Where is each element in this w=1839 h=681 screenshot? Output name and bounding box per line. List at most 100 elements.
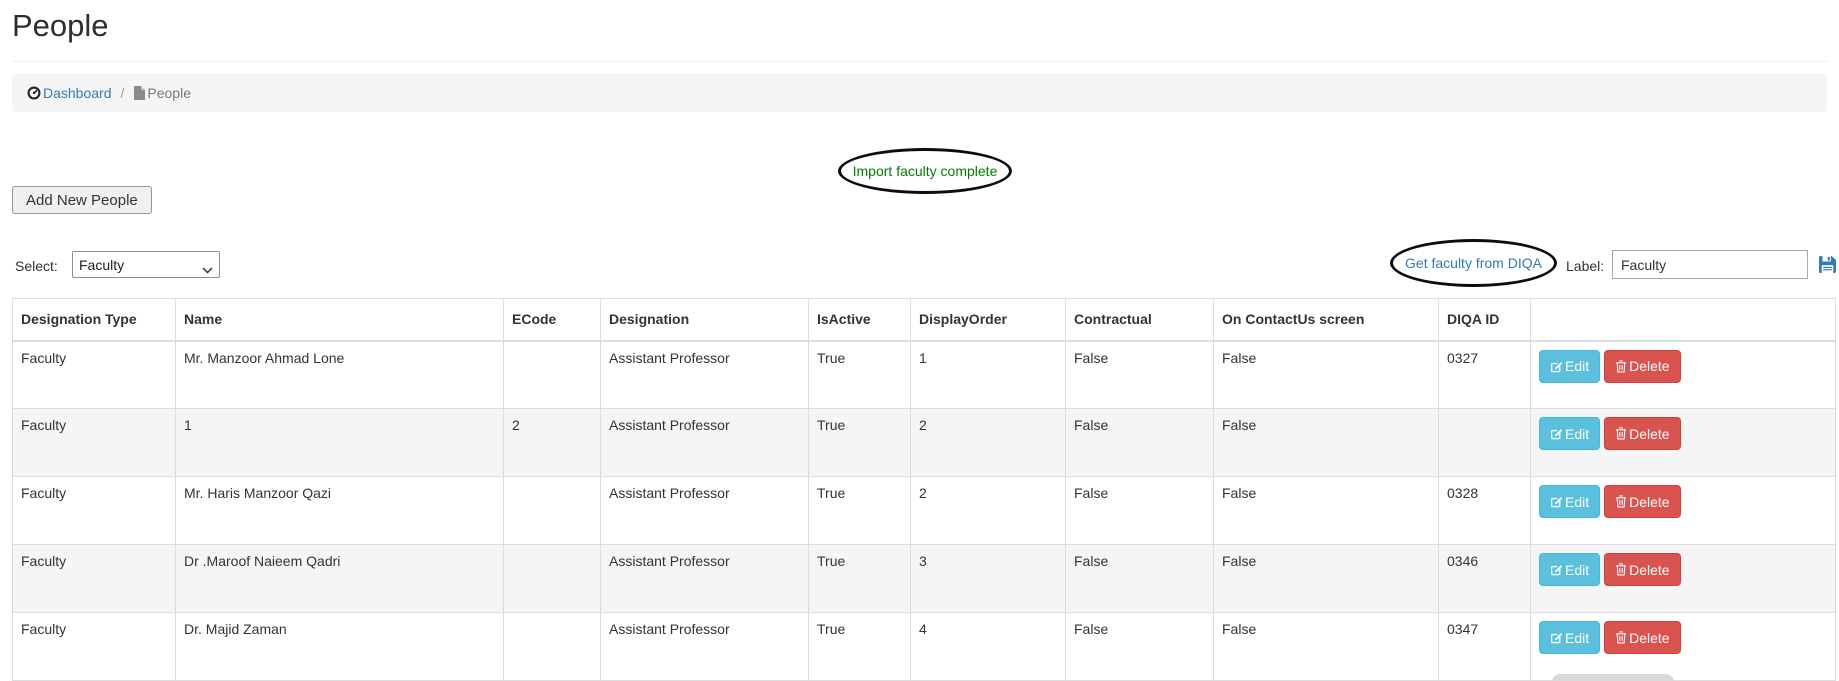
cell-isactive: True bbox=[808, 612, 911, 681]
delete-button[interactable]: Delete bbox=[1604, 485, 1681, 518]
floppy-disk-icon bbox=[1818, 256, 1836, 276]
delete-button[interactable]: Delete bbox=[1604, 349, 1681, 383]
cell-designation-type: Faculty bbox=[12, 476, 176, 545]
cell-actions: Edit Delete bbox=[1530, 476, 1836, 545]
table-row: Faculty Dr .Maroof Naieem Qadri Assistan… bbox=[12, 544, 1836, 613]
cell-ecode bbox=[503, 612, 601, 681]
get-faculty-from-diqa-link[interactable]: Get faculty from DIQA bbox=[1405, 255, 1542, 271]
table-row: Faculty Dr. Majid Zaman Assistant Profes… bbox=[12, 612, 1836, 681]
cell-designation: Assistant Professor bbox=[600, 340, 809, 409]
cell-ecode bbox=[503, 476, 601, 545]
table-row: Faculty Mr. Manzoor Ahmad Lone Assistant… bbox=[12, 340, 1836, 409]
cell-isactive: True bbox=[808, 408, 911, 477]
cell-ecode bbox=[503, 340, 601, 409]
cell-contractual: False bbox=[1065, 544, 1214, 613]
cell-isactive: True bbox=[808, 476, 911, 545]
trash-icon bbox=[1615, 427, 1627, 440]
delete-button-label: Delete bbox=[1629, 629, 1670, 646]
cell-name: 1 bbox=[175, 408, 504, 477]
partial-overlay-element bbox=[1552, 674, 1674, 681]
breadcrumb: Dashboard / People bbox=[12, 74, 1827, 112]
dashboard-gauge-icon bbox=[27, 86, 41, 100]
pencil-square-icon bbox=[1550, 631, 1563, 644]
edit-button[interactable]: Edit bbox=[1539, 349, 1601, 383]
delete-button-label: Delete bbox=[1629, 425, 1670, 442]
delete-button-label: Delete bbox=[1629, 493, 1670, 510]
select-caption: Select: bbox=[15, 258, 58, 274]
cell-actions: Edit Delete bbox=[1530, 544, 1836, 613]
table-header-row: Designation Type Name ECode Designation … bbox=[12, 298, 1836, 342]
cell-designation-type: Faculty bbox=[12, 544, 176, 613]
people-table: Designation Type Name ECode Designation … bbox=[12, 298, 1836, 681]
save-label-button[interactable] bbox=[1818, 256, 1836, 274]
cell-oncontactus: False bbox=[1213, 408, 1439, 477]
trash-icon bbox=[1615, 495, 1627, 508]
delete-button[interactable]: Delete bbox=[1604, 621, 1681, 654]
edit-button[interactable]: Edit bbox=[1539, 621, 1601, 654]
pencil-square-icon bbox=[1550, 563, 1563, 576]
cell-designation-type: Faculty bbox=[12, 340, 176, 409]
annotation-ellipse-diqa-link: Get faculty from DIQA bbox=[1390, 239, 1557, 287]
cell-displayorder: 2 bbox=[910, 476, 1066, 545]
cell-actions: Edit Delete bbox=[1530, 408, 1836, 477]
cell-actions: Edit Delete bbox=[1530, 612, 1836, 681]
trash-icon bbox=[1615, 563, 1627, 576]
pencil-square-icon bbox=[1550, 360, 1563, 373]
delete-button-label: Delete bbox=[1629, 358, 1670, 374]
pencil-square-icon bbox=[1550, 427, 1563, 440]
delete-button[interactable]: Delete bbox=[1604, 417, 1681, 450]
file-icon bbox=[133, 86, 146, 100]
cell-ecode: 2 bbox=[503, 408, 601, 477]
col-header-designation-type: Designation Type bbox=[12, 298, 176, 342]
cell-contractual: False bbox=[1065, 476, 1214, 545]
cell-designation: Assistant Professor bbox=[600, 612, 809, 681]
edit-button[interactable]: Edit bbox=[1539, 485, 1601, 518]
col-header-contractual: Contractual bbox=[1065, 298, 1214, 342]
cell-contractual: False bbox=[1065, 340, 1214, 409]
table-row: Faculty Mr. Haris Manzoor Qazi Assistant… bbox=[12, 476, 1836, 545]
cell-designation: Assistant Professor bbox=[600, 544, 809, 613]
cell-designation: Assistant Professor bbox=[600, 476, 809, 545]
page-title: People bbox=[12, 8, 109, 43]
breadcrumb-separator: / bbox=[120, 85, 125, 101]
cell-ecode bbox=[503, 544, 601, 613]
edit-button-label: Edit bbox=[1565, 561, 1590, 578]
col-header-designation: Designation bbox=[600, 298, 809, 342]
add-new-people-button[interactable]: Add New People bbox=[12, 186, 152, 214]
people-type-select[interactable]: Faculty bbox=[72, 251, 220, 278]
cell-name: Dr .Maroof Naieem Qadri bbox=[175, 544, 504, 613]
cell-displayorder: 4 bbox=[910, 612, 1066, 681]
col-header-name: Name bbox=[175, 298, 504, 342]
cell-designation-type: Faculty bbox=[12, 408, 176, 477]
cell-name: Mr. Manzoor Ahmad Lone bbox=[175, 340, 504, 409]
edit-button-label: Edit bbox=[1565, 493, 1590, 510]
table-row: Faculty 1 2 Assistant Professor True 2 F… bbox=[12, 408, 1836, 477]
cell-isactive: True bbox=[808, 544, 911, 613]
breadcrumb-dashboard-link[interactable]: Dashboard bbox=[27, 85, 112, 101]
cell-oncontactus: False bbox=[1213, 476, 1439, 545]
col-header-ecode: ECode bbox=[503, 298, 601, 342]
cell-diqa-id bbox=[1438, 408, 1531, 477]
delete-button-label: Delete bbox=[1629, 561, 1670, 578]
cell-name: Dr. Majid Zaman bbox=[175, 612, 504, 681]
annotation-ellipse-message: Import faculty complete bbox=[838, 148, 1012, 194]
cell-oncontactus: False bbox=[1213, 612, 1439, 681]
cell-contractual: False bbox=[1065, 408, 1214, 477]
delete-button[interactable]: Delete bbox=[1604, 553, 1681, 586]
title-divider bbox=[12, 61, 1827, 62]
trash-icon bbox=[1615, 359, 1627, 373]
breadcrumb-dashboard-label: Dashboard bbox=[43, 85, 112, 101]
cell-displayorder: 3 bbox=[910, 544, 1066, 613]
cell-displayorder: 1 bbox=[910, 340, 1066, 409]
cell-oncontactus: False bbox=[1213, 340, 1439, 409]
label-input[interactable] bbox=[1612, 250, 1808, 279]
edit-button[interactable]: Edit bbox=[1539, 553, 1601, 586]
cell-actions: Edit Delete bbox=[1530, 340, 1836, 409]
edit-button[interactable]: Edit bbox=[1539, 417, 1601, 450]
edit-button-label: Edit bbox=[1565, 358, 1590, 374]
cell-oncontactus: False bbox=[1213, 544, 1439, 613]
label-caption: Label: bbox=[1566, 258, 1605, 274]
cell-diqa-id: 0347 bbox=[1438, 612, 1531, 681]
edit-button-label: Edit bbox=[1565, 425, 1590, 442]
